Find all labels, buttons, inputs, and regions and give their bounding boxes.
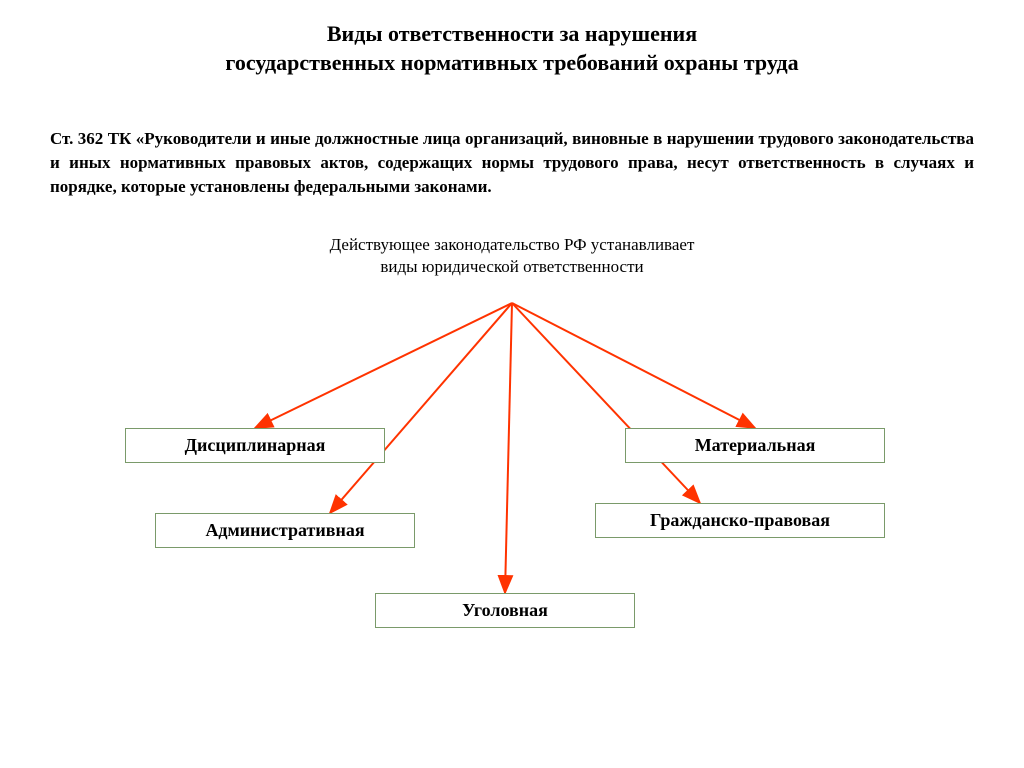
node-criminal: Уголовная	[375, 593, 635, 628]
arrow-to-criminal	[505, 303, 512, 593]
diagram-container: Дисциплинарная Материальная Административн…	[0, 288, 1024, 688]
node-material: Материальная	[625, 428, 885, 463]
title-line-2: государственных нормативных требований о…	[0, 49, 1024, 78]
subtitle-line-1: Действующее законодательство РФ устанавл…	[0, 234, 1024, 256]
subtitle: Действующее законодательство РФ устанавл…	[0, 234, 1024, 278]
node-disciplinary: Дисциплинарная	[125, 428, 385, 463]
subtitle-line-2: виды юридической ответственности	[0, 256, 1024, 278]
arrows-svg	[0, 288, 1024, 688]
title-line-1: Виды ответственности за нарушения	[0, 20, 1024, 49]
citation-text: Ст. 362 ТК «Руководители и иные должност…	[0, 77, 1024, 198]
arrow-to-disciplinary	[255, 303, 512, 428]
arrow-to-material	[512, 303, 755, 428]
node-administrative: Административная	[155, 513, 415, 548]
arrow-to-civil	[512, 303, 700, 503]
main-title: Виды ответственности за нарушения госуда…	[0, 0, 1024, 77]
node-civil: Гражданско-правовая	[595, 503, 885, 538]
arrow-to-administrative	[330, 303, 512, 513]
